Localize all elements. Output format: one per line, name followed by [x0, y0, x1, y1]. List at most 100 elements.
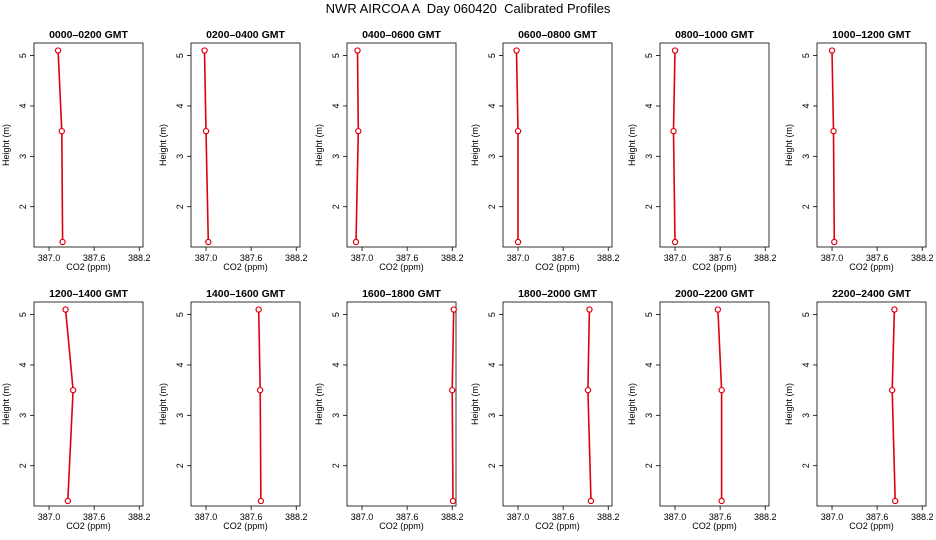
x-tick-label: 387.0	[664, 253, 687, 263]
plot-frame	[33, 42, 144, 248]
x-tick-label: 387.6	[552, 512, 575, 522]
y-axis-label: Height (m)	[784, 383, 794, 425]
panel-title: 2000–2200 GMT	[675, 288, 754, 300]
y-tick-label: 3	[18, 413, 28, 418]
data-point	[257, 497, 265, 505]
profile-line	[831, 50, 836, 243]
profile-line	[451, 309, 455, 502]
y-tick-label: 2	[487, 204, 497, 209]
x-axis-label: CO2 (ppm)	[379, 262, 424, 272]
y-tick-label: 5	[18, 312, 28, 317]
y-axis-label: Height (m)	[158, 124, 168, 166]
y-tick-label: 2	[175, 463, 185, 468]
plot-frame	[190, 301, 301, 507]
data-point	[831, 238, 838, 246]
profile-line	[355, 50, 360, 243]
x-tick-label: 388.2	[128, 253, 151, 263]
y-tick-label: 2	[331, 204, 341, 209]
data-point	[586, 306, 593, 313]
data-point	[355, 127, 362, 135]
y-axis-label: Height (m)	[314, 383, 324, 425]
x-axis-label: CO2 (ppm)	[223, 262, 268, 272]
y-tick-label: 2	[18, 204, 28, 209]
y-tick-label: 3	[644, 154, 654, 159]
x-tick-label: 387.6	[396, 512, 419, 522]
x-tick-label: 387.6	[396, 253, 419, 263]
y-tick-label: 3	[331, 154, 341, 159]
x-axis-label: CO2 (ppm)	[66, 521, 111, 531]
x-tick-label: 388.2	[441, 512, 464, 522]
plot-frame	[659, 301, 770, 507]
data-point	[891, 497, 899, 505]
plot-frame	[502, 42, 613, 248]
y-tick-label: 5	[175, 53, 185, 58]
y-tick-label: 3	[18, 154, 28, 159]
y-tick-label: 4	[801, 103, 811, 108]
x-tick-label: 387.0	[195, 512, 218, 522]
y-tick-label: 4	[801, 362, 811, 367]
data-point	[718, 497, 725, 505]
profile-line	[257, 309, 262, 502]
panel-title: 1400–1600 GMT	[206, 288, 285, 300]
y-tick-label: 3	[644, 413, 654, 418]
y-axis-label: Height (m)	[627, 383, 637, 425]
x-tick-label: 387.6	[552, 253, 575, 263]
data-point	[255, 306, 262, 313]
plot-frame	[816, 42, 927, 248]
y-tick-label: 4	[487, 362, 497, 367]
data-point	[718, 386, 725, 394]
data-point	[828, 47, 836, 54]
y-tick-label: 5	[331, 53, 341, 58]
panel-title: 1600–1800 GMT	[362, 288, 441, 300]
x-axis-label: CO2 (ppm)	[849, 521, 894, 531]
profile-line	[64, 309, 74, 502]
y-axis-label: Height (m)	[470, 124, 480, 166]
plot-frame	[346, 301, 457, 507]
plot-frame	[502, 301, 613, 507]
plot-frame	[659, 42, 770, 248]
data-point	[69, 386, 77, 394]
data-point	[64, 497, 72, 505]
panel-title: 1000–1200 GMT	[832, 29, 911, 41]
data-point	[830, 127, 837, 135]
data-point	[59, 238, 66, 246]
x-tick-label: 387.6	[240, 512, 263, 522]
data-point	[450, 306, 457, 313]
x-tick-label: 387.0	[38, 512, 61, 522]
data-point	[514, 127, 522, 135]
x-tick-label: 388.2	[597, 253, 620, 263]
y-tick-label: 5	[175, 312, 185, 317]
data-point	[62, 306, 69, 313]
data-point	[205, 238, 212, 246]
y-axis-label: Height (m)	[314, 124, 324, 166]
y-tick-label: 2	[331, 463, 341, 468]
x-tick-label: 387.0	[821, 253, 844, 263]
data-point	[58, 127, 66, 135]
x-tick-label: 387.0	[507, 253, 530, 263]
y-tick-label: 3	[487, 154, 497, 159]
x-axis-label: CO2 (ppm)	[535, 521, 580, 531]
y-tick-label: 4	[18, 103, 28, 108]
data-point	[256, 386, 264, 394]
profile-line	[57, 50, 64, 243]
x-axis-label: CO2 (ppm)	[66, 262, 111, 272]
x-tick-label: 387.0	[821, 512, 844, 522]
plot-frame	[33, 301, 144, 507]
panel-title: 1800–2000 GMT	[518, 288, 597, 300]
y-tick-label: 2	[644, 463, 654, 468]
data-point	[449, 497, 457, 505]
x-tick-label: 388.2	[128, 512, 151, 522]
y-tick-label: 3	[331, 413, 341, 418]
data-point	[670, 127, 677, 135]
y-tick-label: 4	[175, 362, 185, 367]
y-tick-label: 2	[644, 204, 654, 209]
x-axis-label: CO2 (ppm)	[849, 262, 894, 272]
x-axis-label: CO2 (ppm)	[535, 262, 580, 272]
x-axis-label: CO2 (ppm)	[692, 262, 737, 272]
data-point	[888, 386, 896, 394]
panel-title: 1200–1400 GMT	[49, 288, 128, 300]
y-tick-label: 4	[331, 362, 341, 367]
data-point	[202, 127, 210, 135]
y-tick-label: 5	[331, 312, 341, 317]
